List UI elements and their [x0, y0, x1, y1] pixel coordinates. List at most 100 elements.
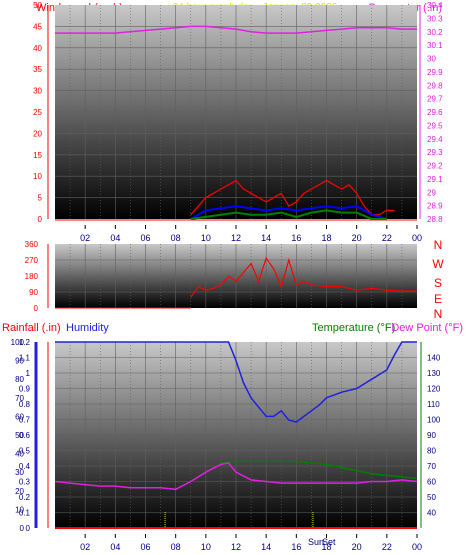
x-tick-label: 22 — [382, 233, 392, 243]
x-tick-label: 14 — [261, 542, 271, 552]
y-tick-label: 45 — [33, 22, 42, 31]
y-tick-label: 90 — [15, 357, 24, 366]
y-tick-label: 29.8 — [427, 81, 443, 90]
x-tick-label: 00 — [412, 233, 422, 243]
y-tick-label: 120 — [427, 385, 441, 394]
compass-label-w: W — [432, 257, 444, 271]
y-tick-label: 28.8 — [427, 215, 443, 224]
y-tick-label: 20 — [33, 129, 42, 138]
y-tick-label: 50 — [427, 493, 436, 502]
compass-label-s: S — [434, 276, 442, 290]
y-tick-label: 29.1 — [427, 175, 443, 184]
x-tick-label: 10 — [201, 542, 211, 552]
x-tick-label: 20 — [352, 233, 362, 243]
humidity-label: Humidity — [66, 322, 109, 334]
series-temperature — [220, 460, 418, 480]
y-tick-label: 60 — [15, 412, 24, 421]
y-tick-label: 29.3 — [427, 148, 443, 157]
y-tick-label: 140 — [427, 354, 441, 363]
y-tick-label: 100 — [427, 416, 441, 425]
series-direction — [190, 256, 417, 298]
series-wind_low — [190, 209, 387, 220]
y-tick-label: 40 — [15, 450, 24, 459]
y-tick-label: 40 — [427, 509, 436, 518]
dewpoint-label: Dew Point (°F) — [391, 322, 463, 334]
y-tick-label: 29 — [427, 188, 436, 197]
y-tick-label: 29.5 — [427, 121, 443, 130]
y-tick-label: 29.2 — [427, 162, 443, 171]
x-tick-label: 02 — [80, 542, 90, 552]
series-gust — [190, 179, 395, 216]
y-tick-label: 270 — [25, 256, 39, 265]
y-tick-label: 10 — [15, 505, 24, 514]
y-tick-label: 0 — [26, 524, 31, 533]
temperature-label: Temperature (°F) — [312, 322, 395, 334]
sunset-label: Set — [322, 537, 336, 547]
y-tick-label: 29.9 — [427, 68, 443, 77]
y-tick-label: 0 — [38, 215, 43, 224]
y-tick-label: 360 — [25, 240, 39, 249]
y-tick-label: 0 — [20, 524, 25, 533]
y-tick-label: 0.7 — [19, 416, 31, 425]
y-tick-label: 30.3 — [427, 14, 443, 23]
x-tick-label: 08 — [171, 542, 181, 552]
x-tick-label: 08 — [171, 233, 181, 243]
sunrise-label: Sun — [308, 537, 324, 547]
rainfall-label: Rainfall (.in) — [2, 322, 61, 334]
y-tick-label: 30 — [427, 55, 436, 64]
x-tick-label: 00 — [412, 542, 422, 552]
x-tick-label: 04 — [110, 542, 120, 552]
x-tick-label: 02 — [80, 233, 90, 243]
y-tick-label: 80 — [15, 375, 24, 384]
y-tick-label: 5 — [38, 194, 43, 203]
series-wind_avg — [190, 205, 388, 220]
y-tick-label: 29.6 — [427, 108, 443, 117]
y-tick-label: 130 — [427, 369, 441, 378]
y-tick-label: 25 — [33, 108, 42, 117]
x-tick-label: 14 — [261, 233, 271, 243]
x-tick-label: 22 — [382, 542, 392, 552]
y-tick-label: 0.2 — [19, 493, 31, 502]
y-tick-label: 0.3 — [19, 478, 31, 487]
y-tick-label: 1 — [26, 369, 31, 378]
y-tick-label: 110 — [427, 400, 440, 409]
y-tick-label: 180 — [25, 272, 39, 281]
y-tick-label: 0.5 — [19, 447, 31, 456]
y-tick-label: 100 — [11, 338, 25, 347]
x-tick-label: 04 — [110, 233, 120, 243]
compass-label-e: E — [434, 292, 442, 306]
x-tick-label: 12 — [231, 542, 241, 552]
x-tick-label: 16 — [291, 233, 301, 243]
y-tick-label: 50 — [33, 1, 42, 10]
x-tick-label: 12 — [231, 233, 241, 243]
y-tick-label: 29.7 — [427, 95, 443, 104]
y-tick-label: 30 — [33, 87, 42, 96]
x-tick-label: 18 — [321, 542, 331, 552]
y-tick-label: 30.4 — [427, 1, 443, 10]
y-tick-label: 29.4 — [427, 135, 443, 144]
y-tick-label: 0.1 — [19, 509, 31, 518]
compass-label-n-top: N — [434, 238, 443, 252]
y-tick-label: 0.6 — [19, 431, 31, 440]
x-tick-label: 18 — [321, 233, 331, 243]
y-tick-label: 0.4 — [19, 462, 31, 471]
series-dewpoint — [54, 462, 418, 491]
y-tick-label: 80 — [427, 447, 436, 456]
y-tick-label: 90 — [427, 431, 436, 440]
y-tick-label: 1.2 — [19, 338, 31, 347]
x-tick-label: 16 — [291, 542, 301, 552]
y-tick-label: 1.1 — [19, 354, 31, 363]
y-tick-label: 0.9 — [19, 385, 31, 394]
y-tick-label: 30.1 — [427, 41, 443, 50]
y-tick-label: 0 — [34, 304, 39, 313]
series-barometer — [55, 25, 417, 34]
y-tick-label: 30 — [15, 468, 24, 477]
y-tick-label: 70 — [15, 394, 24, 403]
y-tick-label: 28.9 — [427, 202, 443, 211]
y-tick-label: 70 — [427, 462, 436, 471]
y-tick-label: 50 — [15, 431, 24, 440]
x-tick-label: 10 — [201, 233, 211, 243]
x-tick-label: 06 — [140, 542, 150, 552]
y-tick-label: 90 — [29, 288, 38, 297]
